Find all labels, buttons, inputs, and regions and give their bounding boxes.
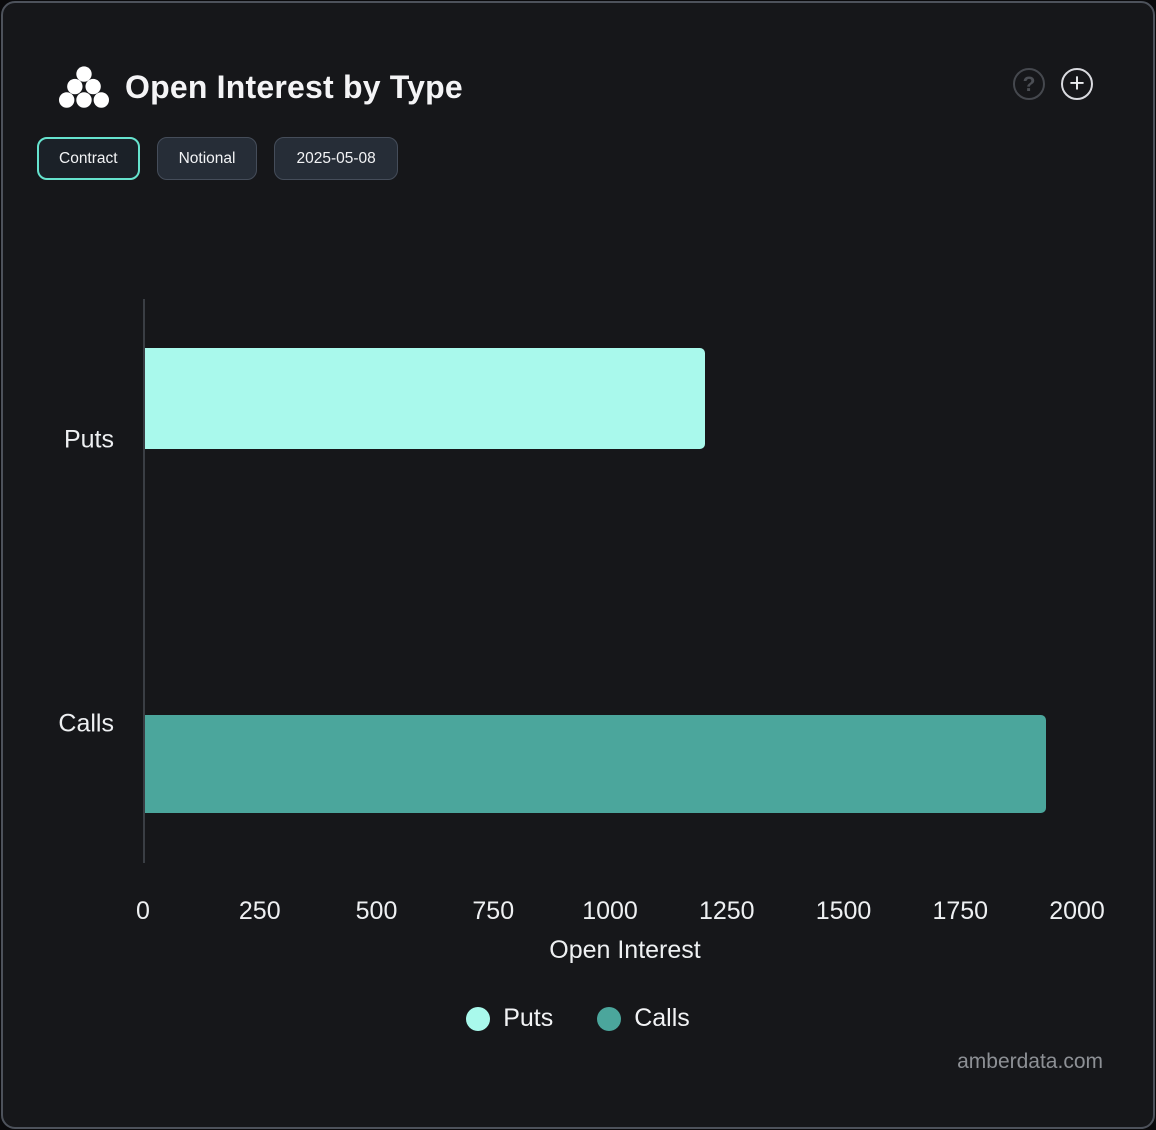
x-tick-label-2000: 2000 [1049,897,1105,925]
x-tick-label-1000: 1000 [582,897,638,925]
legend-dot-calls [597,1006,622,1031]
x-tick-label-1500: 1500 [815,897,872,925]
y-axis-line [143,299,145,863]
legend-label: Puts [503,1004,554,1032]
add-icon[interactable]: + [1061,68,1093,100]
page-title: Open Interest by Type [125,69,463,105]
x-tick-label-750: 750 [472,897,515,925]
legend-item-puts[interactable]: Puts [466,1004,553,1033]
legend-dot-puts [466,1006,491,1031]
amberdata-logo-icon [59,66,109,108]
watermark: amberdata.com [957,1050,1103,1073]
toolbar-button-contract[interactable]: Contract [37,137,140,180]
legend-item-calls[interactable]: Calls [597,1004,690,1033]
toolbar: Contract Notional 2025-05-08 [37,137,398,180]
toolbar-button-2025-05-08[interactable]: 2025-05-08 [274,137,398,180]
legend-label: Calls [634,1004,690,1032]
x-tick-label-1750: 1750 [932,897,989,925]
help-icon-glyph: ? [1022,72,1036,96]
x-axis-title: Open Interest [549,936,701,964]
bar-calls[interactable] [145,715,1046,813]
x-tick-label-500: 500 [355,897,398,925]
y-tick-label-calls: Calls [58,709,114,738]
chart-plot-area: Open Interest Puts Calls 0 250 500 750 1000 125… [58,299,1105,964]
y-tick-label-puts: Puts [63,425,114,454]
chart-legend: Puts Calls [3,1004,1153,1033]
help-icon[interactable]: ? [1013,68,1045,100]
x-tick-label-1250: 1250 [698,897,755,925]
x-tick-label-0: 0 [136,897,150,925]
add-icon-glyph: + [1069,67,1085,98]
bar-puts[interactable] [145,348,705,449]
x-tick-label-250: 250 [238,897,281,925]
toolbar-button-notional[interactable]: Notional [156,137,258,180]
